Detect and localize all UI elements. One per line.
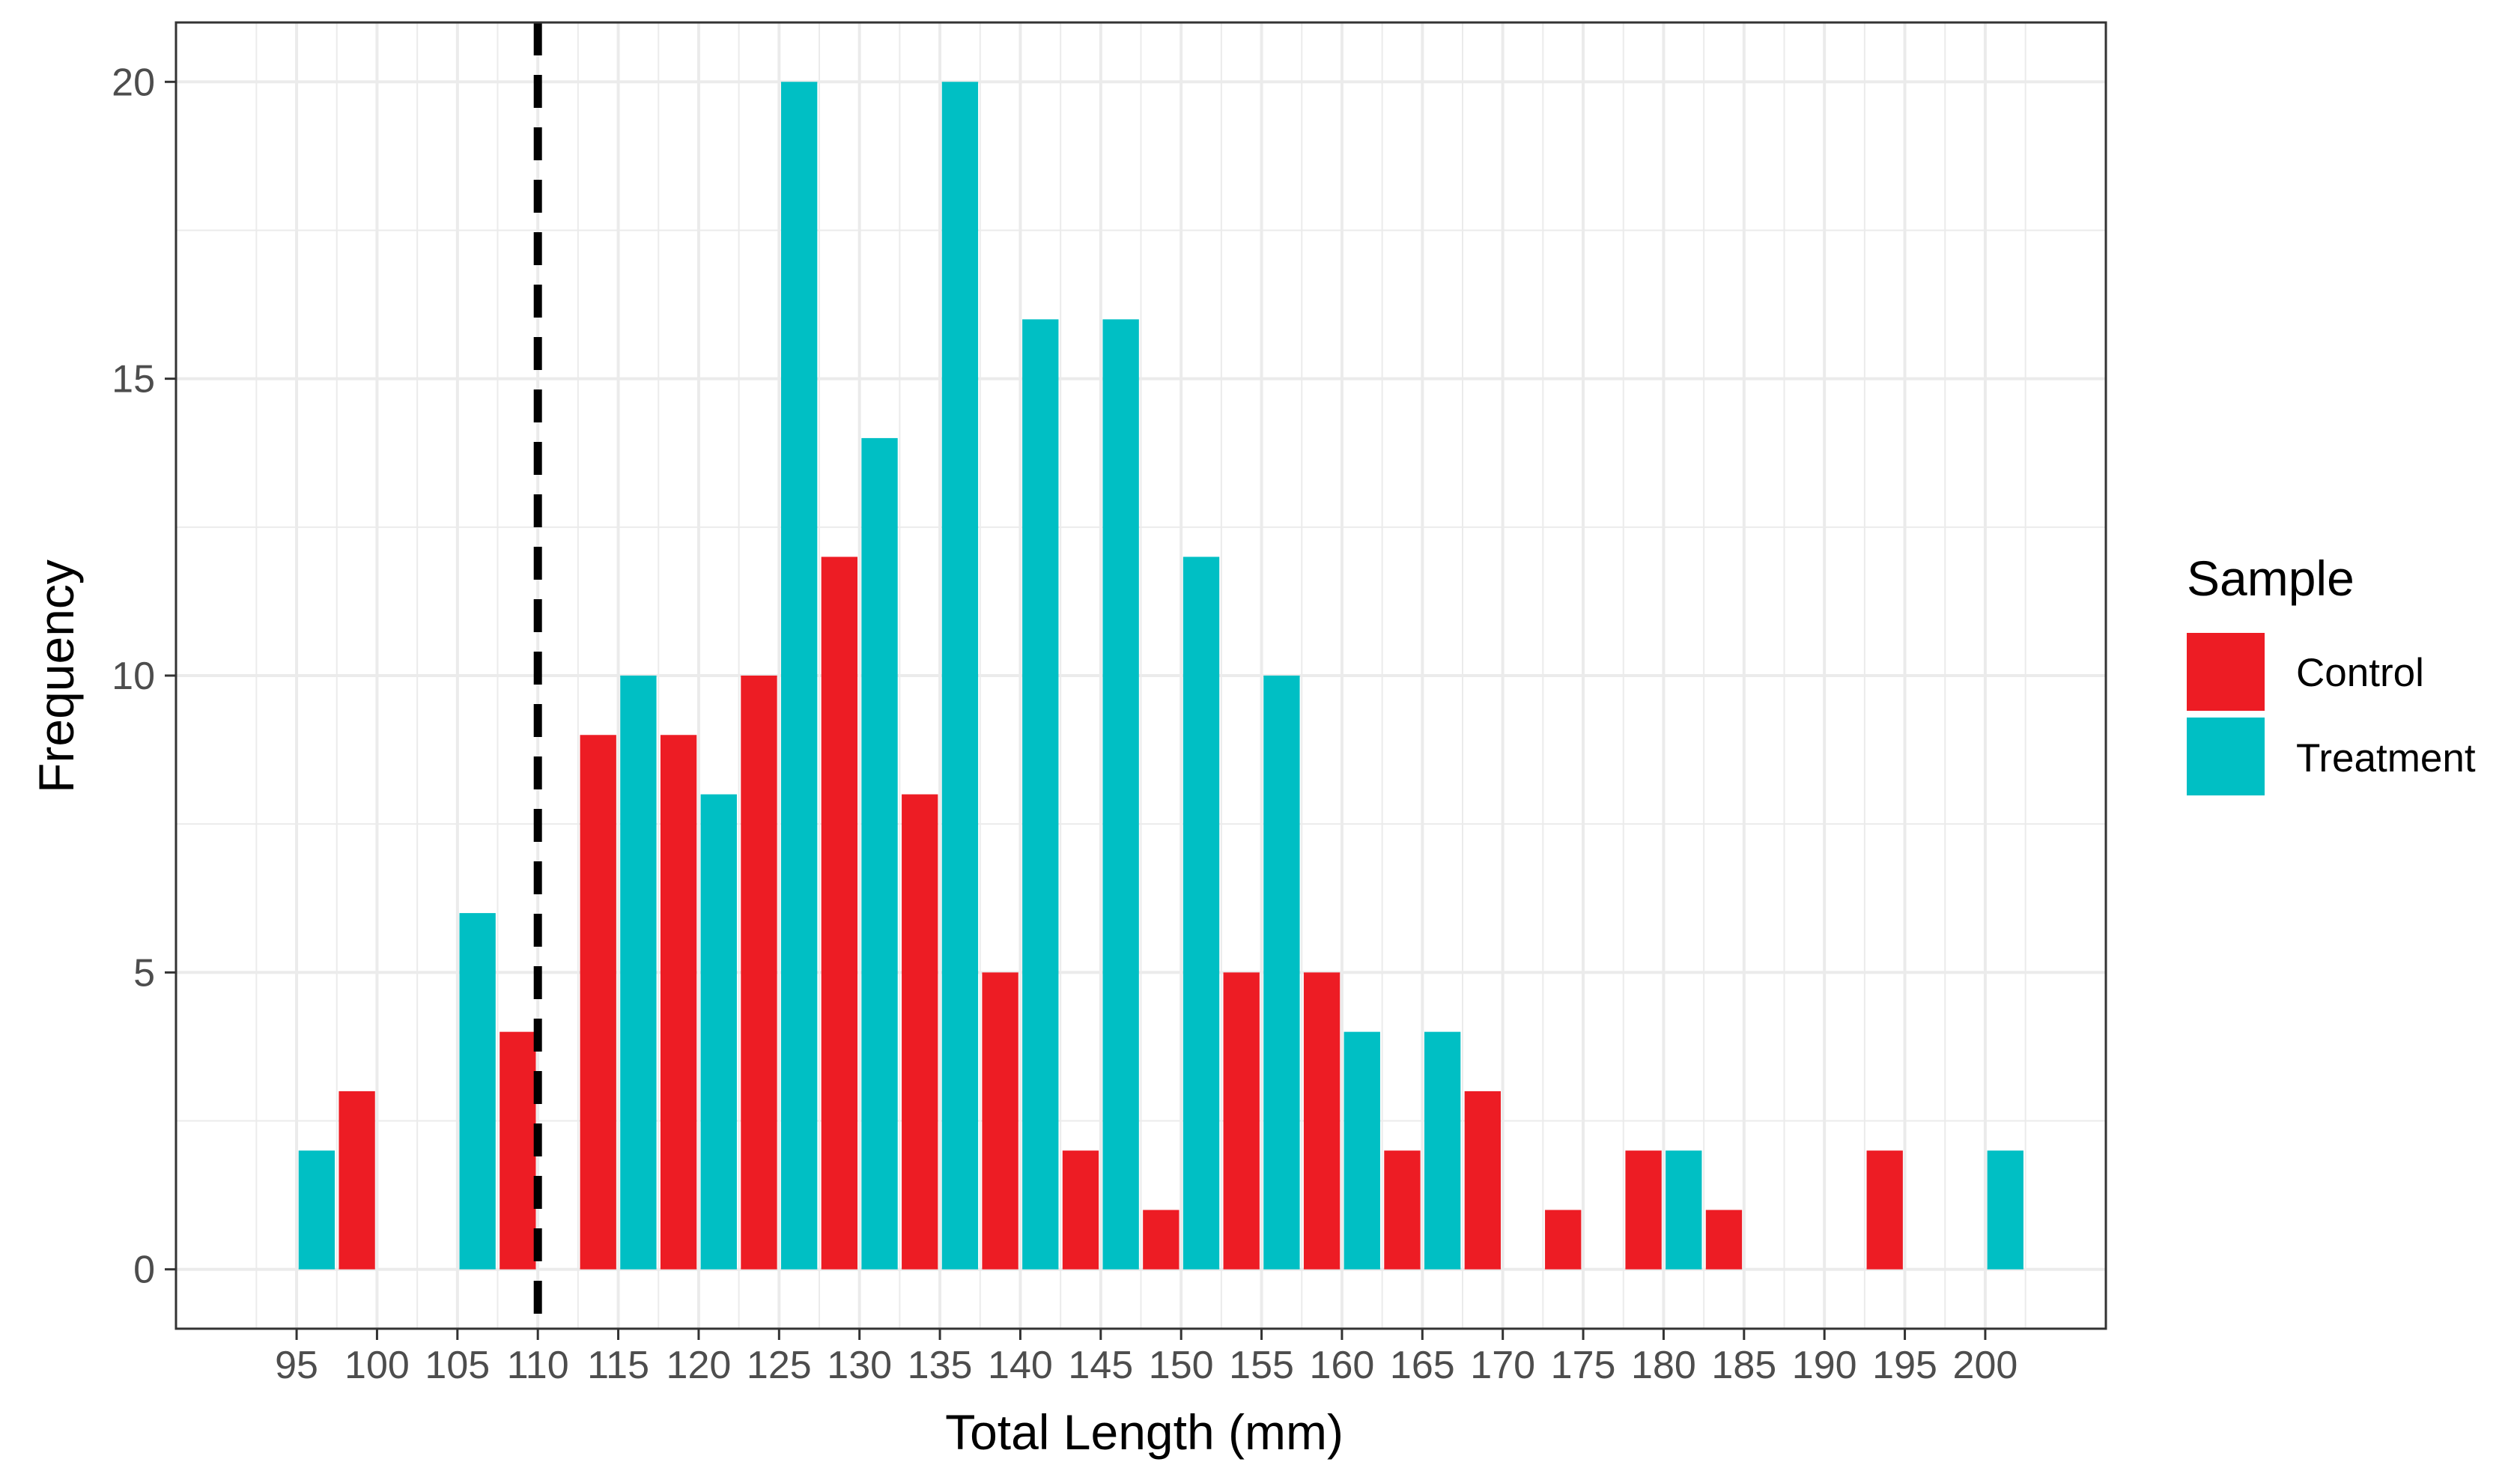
x-tick-label: 170: [1470, 1344, 1535, 1387]
bar-control-120: [660, 735, 697, 1270]
x-tick-label: 140: [988, 1344, 1053, 1387]
x-tick-label: 160: [1310, 1344, 1375, 1387]
x-tick-label: 115: [587, 1344, 649, 1387]
bar-control-130: [821, 556, 858, 1270]
y-axis-ticks: 0 5 10 15 20: [112, 61, 176, 1292]
x-tick-label: 150: [1149, 1344, 1214, 1387]
bar-control-145: [1062, 1150, 1099, 1270]
bar-control-115: [580, 735, 616, 1270]
bar-control-160: [1303, 972, 1341, 1270]
bar-control-175: [1545, 1210, 1582, 1270]
bar-treatment-140: [1022, 319, 1059, 1270]
bar-control-125: [741, 676, 777, 1270]
y-tick-label: 20: [112, 61, 155, 104]
bar-treatment-105: [459, 913, 496, 1270]
bar-control-170: [1464, 1091, 1502, 1270]
legend-label-treatment: Treatment: [2296, 736, 2476, 780]
x-tick-label: 175: [1551, 1344, 1616, 1387]
bar-treatment-145: [1102, 319, 1139, 1270]
x-tick-label: 190: [1792, 1344, 1857, 1387]
x-tick-label: 185: [1711, 1344, 1776, 1387]
bar-treatment-120: [700, 794, 737, 1270]
x-tick-label: 125: [747, 1344, 812, 1387]
x-tick-label: 195: [1872, 1344, 1937, 1387]
bar-treatment-115: [620, 676, 657, 1270]
bar-treatment-165: [1424, 1031, 1461, 1270]
x-axis-title: Total Length (mm): [945, 1404, 1344, 1460]
bar-treatment-130: [861, 437, 898, 1270]
bar-treatment-155: [1263, 676, 1300, 1270]
y-axis-title: Frequency: [28, 559, 84, 793]
bars-group: [298, 82, 2023, 1270]
major-gridlines: [176, 22, 2106, 1329]
y-tick-label: 15: [112, 358, 155, 401]
x-tick-label: 95: [275, 1344, 318, 1387]
bar-control-140: [982, 972, 1018, 1270]
x-tick-label: 155: [1229, 1344, 1294, 1387]
bar-treatment-160: [1344, 1031, 1380, 1270]
legend-key-control: [2187, 633, 2265, 711]
x-tick-label: 200: [1953, 1344, 2018, 1387]
x-tick-label: 180: [1631, 1344, 1696, 1387]
bar-control-195: [1866, 1150, 1903, 1270]
bar-control-155: [1223, 972, 1260, 1270]
x-tick-label: 100: [344, 1344, 410, 1387]
legend: Sample Control Treatment: [2187, 551, 2476, 795]
bar-control-135: [902, 794, 938, 1270]
bar-control-185: [1705, 1210, 1743, 1270]
x-tick-label: 130: [827, 1344, 892, 1387]
x-tick-label: 120: [667, 1344, 732, 1387]
bar-treatment-125: [780, 82, 818, 1270]
legend-label-control: Control: [2296, 651, 2424, 695]
x-axis-ticks: 95 100 105 110 115 120 125 130 135 140 145 150 155 16…: [275, 1329, 2017, 1387]
x-tick-label: 105: [425, 1344, 490, 1387]
bar-treatment-180: [1666, 1150, 1702, 1270]
y-tick-label: 10: [112, 655, 155, 698]
bar-control-110: [500, 1031, 536, 1270]
y-tick-label: 0: [133, 1249, 155, 1292]
bar-treatment-150: [1182, 556, 1220, 1270]
legend-key-treatment: [2187, 718, 2265, 795]
x-tick-label: 165: [1390, 1344, 1455, 1387]
bar-treatment-135: [941, 82, 979, 1270]
bar-treatment-200: [1987, 1150, 2023, 1270]
bar-control-100: [338, 1091, 375, 1270]
x-tick-label: 145: [1068, 1344, 1133, 1387]
x-tick-label: 135: [908, 1344, 973, 1387]
bar-control-165: [1384, 1150, 1421, 1270]
legend-title: Sample: [2187, 551, 2354, 606]
bar-control-180: [1625, 1150, 1662, 1270]
y-tick-label: 5: [133, 951, 155, 995]
x-tick-label: 110: [507, 1344, 569, 1387]
bar-control-150: [1143, 1210, 1179, 1270]
bar-treatment-95: [298, 1150, 336, 1270]
